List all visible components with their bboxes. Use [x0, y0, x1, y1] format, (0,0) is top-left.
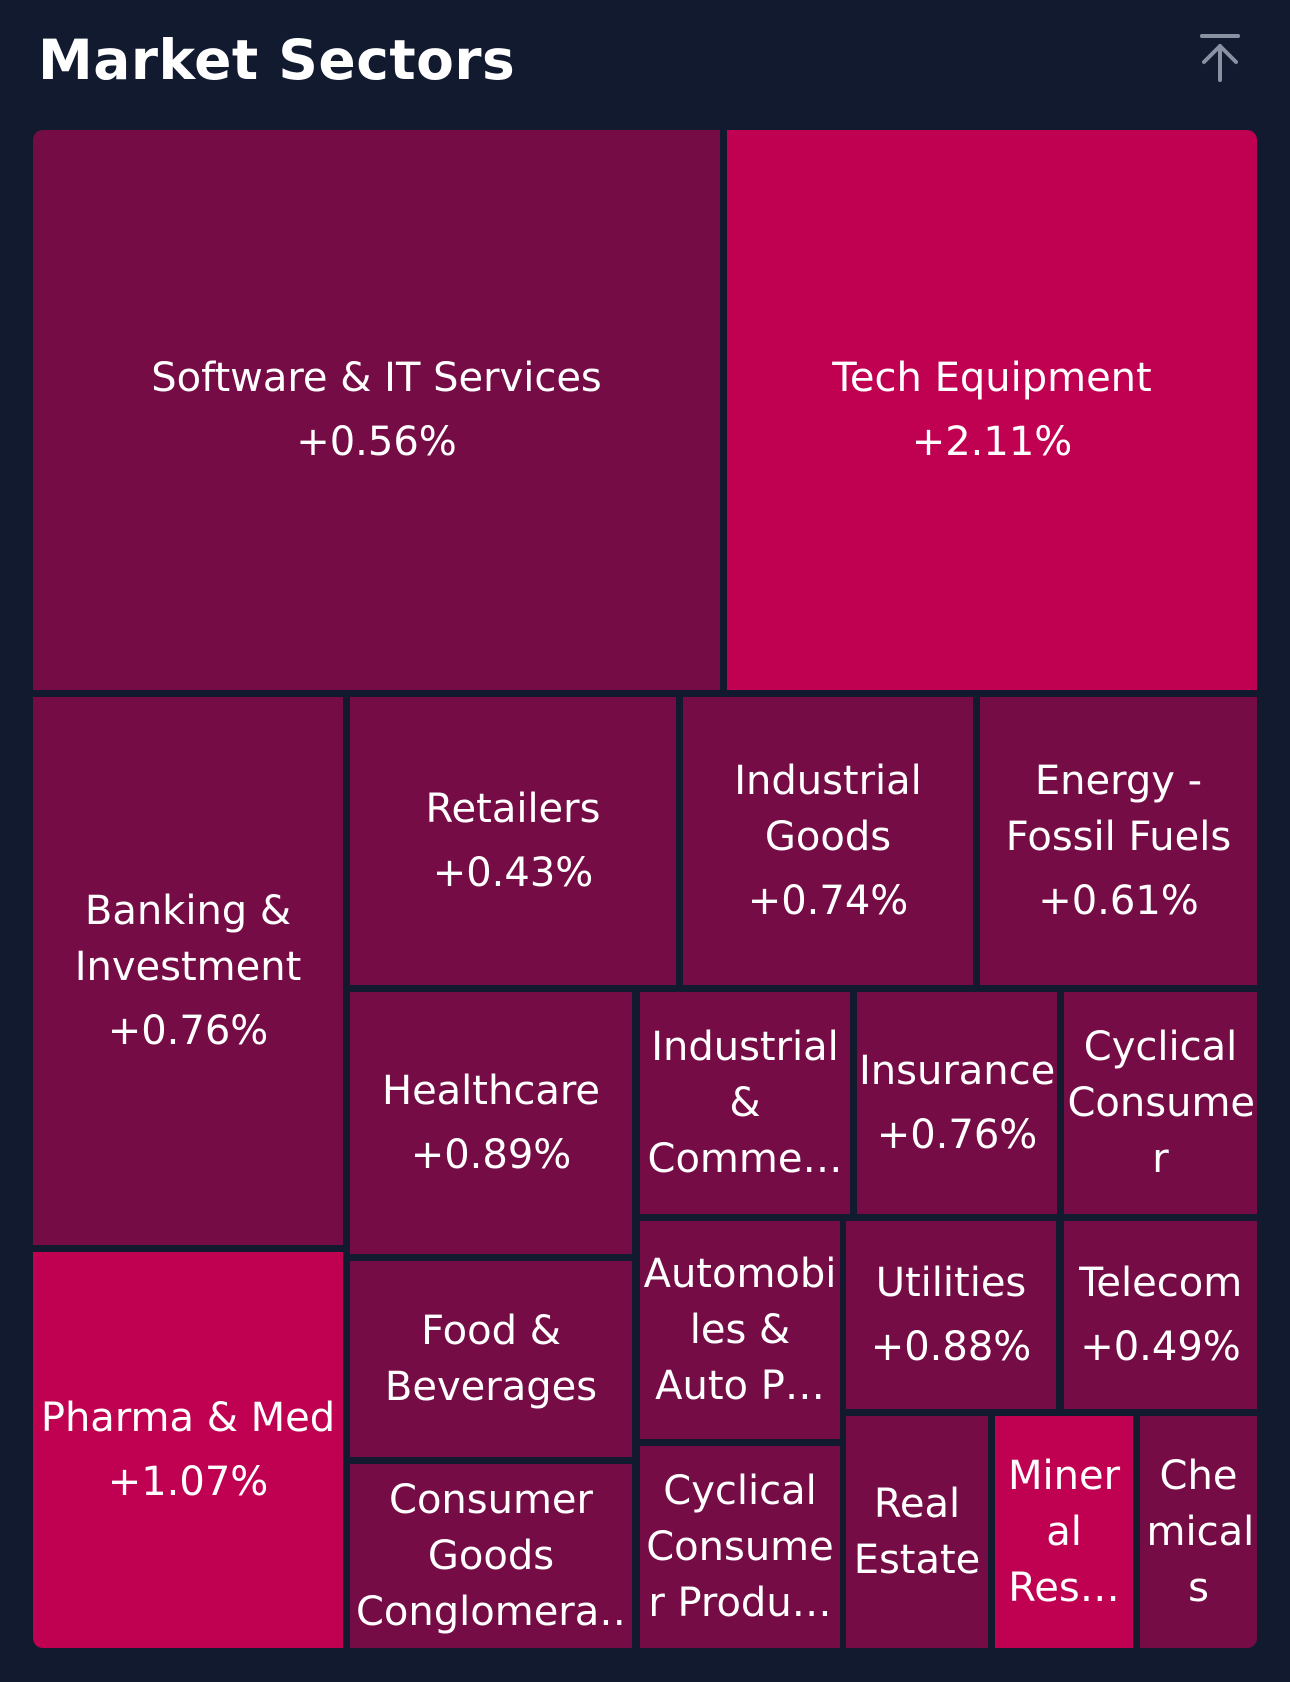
sector-tile-utilities[interactable]: Utilities +0.88% [846, 1221, 1056, 1409]
sector-change: +0.74% [747, 878, 909, 924]
sector-tile-mineral-resources[interactable]: Miner al Res… [995, 1416, 1133, 1648]
sector-tile-telecom[interactable]: Telecom +0.49% [1064, 1221, 1257, 1409]
sector-label: Cyclical Consume r [1067, 1024, 1254, 1182]
sector-tile-real-estate[interactable]: Real Estate [846, 1416, 988, 1648]
sector-tile-chemicals[interactable]: Che mical s [1140, 1416, 1257, 1648]
sector-change: +0.89% [410, 1132, 572, 1178]
sector-tile-energy-fossil-fuels[interactable]: Energy - Fossil Fuels +0.61% [980, 697, 1257, 985]
sector-tile-industrial-goods[interactable]: Industrial Goods +0.74% [683, 697, 973, 985]
sector-change: +0.76% [876, 1112, 1038, 1158]
sector-tile-insurance[interactable]: Insurance +0.76% [857, 992, 1057, 1214]
sector-label: Cyclical Consume r Produ… [646, 1468, 834, 1626]
sector-change: +0.49% [1080, 1324, 1241, 1370]
sector-change: +0.61% [1038, 878, 1199, 924]
sector-change: +0.88% [870, 1324, 1032, 1370]
sector-tile-software-and-it-services[interactable]: Software & IT Services +0.56% [33, 130, 720, 690]
sector-label: Retailers [425, 786, 601, 832]
sector-change: +0.43% [432, 850, 594, 896]
sector-label: Healthcare [381, 1068, 601, 1114]
sector-label: Che mical s [1146, 1453, 1251, 1611]
sector-label: Industrial & Comme… [647, 1024, 843, 1182]
sector-change: +0.56% [296, 419, 457, 465]
sector-label: Utilities [875, 1260, 1027, 1306]
sector-tile-banking-and-investment[interactable]: Banking & Investment +0.76% [33, 697, 343, 1245]
sector-tile-healthcare[interactable]: Healthcare +0.89% [350, 992, 632, 1254]
sector-label: Banking & Investment [74, 888, 302, 990]
sector-label: Automobi les & Auto P… [643, 1251, 837, 1409]
sector-tile-industrial-and-commercial[interactable]: Industrial & Comme… [640, 992, 850, 1214]
sector-tile-food-and-beverages[interactable]: Food & Beverages [350, 1261, 632, 1457]
header: Market Sectors [0, 0, 1290, 128]
sector-label: Miner al Res… [1007, 1453, 1121, 1611]
sector-tile-pharma-and-med[interactable]: Pharma & Med +1.07% [33, 1252, 343, 1648]
page-title: Market Sectors [38, 28, 516, 92]
sector-change: +2.11% [911, 419, 1073, 465]
arrow-up-to-top-icon [1200, 34, 1240, 82]
sector-label: Industrial Goods [734, 758, 922, 860]
sector-label: Food & Beverages [384, 1308, 598, 1410]
sector-change: +0.76% [107, 1008, 269, 1054]
sector-tile-cyclical-consumer[interactable]: Cyclical Consume r [1064, 992, 1257, 1214]
scroll-to-top-button[interactable] [1190, 28, 1250, 92]
sector-tile-consumer-goods-conglomerates[interactable]: Consumer Goods Conglomera… [350, 1464, 632, 1648]
sector-label: Pharma & Med [40, 1395, 336, 1441]
sector-change: +1.07% [107, 1459, 269, 1505]
sector-label: Tech Equipment [832, 355, 1152, 401]
sector-label: Real Estate [853, 1481, 981, 1583]
sector-tile-tech-equipment[interactable]: Tech Equipment +2.11% [727, 130, 1257, 690]
sector-label: Consumer Goods Conglomera… [356, 1477, 626, 1635]
sector-label: Insurance [859, 1048, 1055, 1094]
sector-label: Telecom [1078, 1260, 1243, 1306]
sector-tile-cyclical-consumer-products[interactable]: Cyclical Consume r Produ… [640, 1446, 840, 1648]
sector-tile-automobiles-and-auto-parts[interactable]: Automobi les & Auto P… [640, 1221, 840, 1439]
sector-label: Energy - Fossil Fuels [1005, 758, 1232, 860]
sector-tile-retailers[interactable]: Retailers +0.43% [350, 697, 676, 985]
sector-label: Software & IT Services [151, 355, 602, 401]
